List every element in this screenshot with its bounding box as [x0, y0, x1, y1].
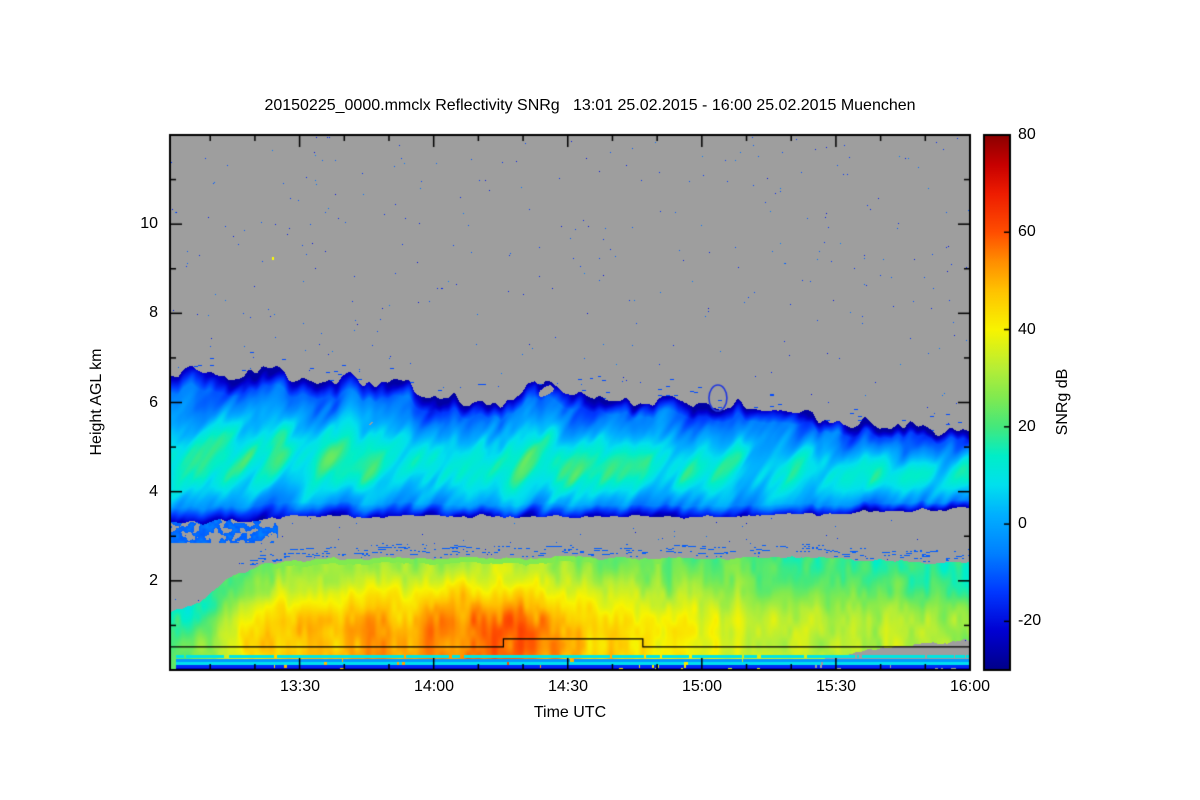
x-tick-label: 13:30 — [279, 678, 321, 695]
x-tick-label: 14:30 — [547, 678, 589, 695]
colorbar-tick-label: 0 — [1018, 515, 1027, 532]
colorbar-tick-label: 80 — [1018, 126, 1036, 143]
y-tick-label: 6 — [149, 394, 158, 411]
x-tick-label: 16:00 — [949, 678, 991, 695]
y-tick-label: 2 — [149, 572, 158, 589]
y-tick-label: 10 — [140, 215, 158, 232]
y-tick-label: 8 — [149, 304, 158, 321]
x-tick-label: 15:30 — [815, 678, 857, 695]
y-tick-label: 4 — [149, 483, 158, 500]
colorbar-tick-label: 60 — [1018, 223, 1036, 240]
x-tick-label: 15:00 — [681, 678, 723, 695]
plot-title: 20150225_0000.mmclx Reflectivity SNRg 13… — [264, 97, 916, 114]
colorbar-tick-label: -20 — [1018, 612, 1042, 629]
colorbar-tick-label: 20 — [1018, 418, 1036, 435]
x-tick-label: 14:00 — [413, 678, 455, 695]
colorbar-tick-label: 40 — [1018, 321, 1036, 338]
x-axis-label: Time UTC — [533, 704, 607, 721]
